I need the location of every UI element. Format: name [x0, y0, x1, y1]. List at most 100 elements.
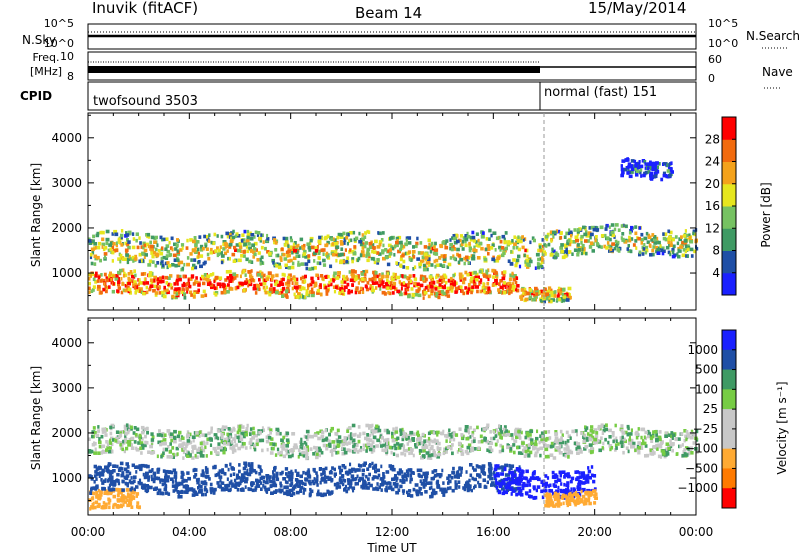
power-scatter-cell [174, 287, 178, 291]
power-scatter-cell [462, 236, 466, 240]
vel-scatter-cell [255, 478, 259, 483]
vel-scatter-cell [341, 442, 346, 447]
vel-scatter-cell [386, 482, 389, 486]
power-scatter-cell [377, 283, 382, 288]
vel-scatter-cell [236, 430, 240, 435]
power-scatter-cell [146, 290, 149, 295]
power-scatter-cell [597, 244, 601, 249]
vel-scatter-cell [191, 493, 196, 497]
power-scatter-cell [418, 264, 422, 269]
power-scatter-cell [603, 244, 607, 249]
power-scatter-cell [417, 251, 421, 255]
vel-scatter-cell [338, 478, 343, 482]
vel-scatter-cell [478, 483, 482, 487]
vel-scatter-cell [112, 438, 114, 442]
vel-scatter-cell [275, 474, 279, 478]
power-scatter-cell [368, 277, 372, 282]
power-scatter-cell [627, 244, 630, 248]
vel-scatter-cell [567, 434, 571, 438]
vel-scatter-cell [436, 455, 440, 459]
vel-scatter-cell [287, 454, 292, 459]
vel-scatter-cell [455, 473, 459, 477]
vel-scatter-cell [274, 453, 278, 457]
vel-scatter-cell [307, 479, 311, 484]
noise-tick-low-right: 10^0 [708, 37, 738, 50]
power-scatter-cell [351, 278, 355, 283]
vel-scatter-cell [500, 430, 503, 434]
vel-scatter-cell [217, 484, 222, 489]
vel-scatter-cell [237, 428, 242, 432]
power-scatter-cell [481, 231, 485, 235]
vel-scatter-cell [250, 481, 254, 485]
vel-scatter-cell [178, 430, 182, 435]
power-scatter-cell [553, 294, 557, 298]
power-scatter-cell [295, 295, 300, 299]
power-scatter-cell [488, 289, 492, 294]
power-scatter-cell [611, 233, 616, 238]
vel-scatter-cell [89, 507, 92, 511]
power-scatter-cell [134, 283, 138, 287]
station-title: Inuvik (fitACF) [92, 0, 198, 17]
power-scatter-cell [378, 252, 382, 256]
vel-scatter-cell [186, 471, 190, 475]
vel-scatter-cell [164, 475, 167, 480]
power-scatter-cell [453, 283, 457, 287]
power-scatter-cell [616, 248, 621, 252]
vel-scatter-cell [255, 480, 258, 485]
vel-scatter-cell [292, 491, 296, 496]
power-scatter-cell [464, 243, 468, 248]
power-scatter-cell [186, 262, 190, 267]
power-scatter-cell [503, 240, 508, 244]
power-scatter-cell [151, 260, 155, 264]
vel-scatter-cell [163, 487, 168, 492]
power-scatter-cell [270, 274, 275, 278]
vel-scatter-cell [262, 479, 266, 484]
vel-scatter-cell [228, 481, 232, 485]
vel-scatter-cell [253, 447, 257, 452]
vel-scatter-cell [676, 452, 679, 456]
power-scatter-cell [657, 240, 661, 245]
power-scatter-cell [591, 249, 595, 253]
vel-scatter-cell [110, 442, 114, 447]
vel-scatter-cell [549, 444, 553, 449]
vel-scatter-cell [347, 481, 350, 486]
power-scatter-cell [119, 253, 123, 258]
power-scatter-cell [639, 168, 643, 172]
power-scatter-cell [559, 291, 563, 295]
vel-scatter-cell [112, 503, 115, 507]
vel-scatter-cell [174, 478, 177, 483]
power-scatter-cell [641, 159, 646, 163]
power-scatter-cell [430, 263, 434, 267]
power-scatter-cell [632, 243, 636, 247]
power-scatter-cell [373, 277, 377, 281]
vel-scatter-cell [630, 428, 633, 432]
power-scatter-cell [542, 290, 545, 295]
vel-scatter-cell [261, 438, 265, 443]
power-scatter-cell [379, 280, 382, 284]
vel-scatter-cell [126, 430, 130, 435]
power-scatter-cell [295, 250, 299, 254]
power-scatter-cell [154, 263, 158, 268]
power-scatter-cell [190, 258, 193, 262]
power-scatter-cell [242, 254, 246, 258]
vel-scatter-cell [211, 488, 216, 493]
power-scatter-cell [148, 271, 153, 275]
power-scatter-cell [428, 263, 431, 267]
vel-scatter-cell [226, 442, 230, 446]
vel-scatter-cell [229, 442, 234, 447]
power-scatter-cell [241, 233, 245, 237]
vel-scatter-cell [504, 473, 508, 477]
vel-scatter-cell [465, 470, 468, 474]
vel-scatter-cell [445, 434, 449, 439]
power-scatter-cell [439, 275, 444, 280]
vel-scatter-cell [396, 471, 401, 475]
power-scatter-cell [346, 241, 349, 246]
vel-scatter-cell [584, 428, 588, 432]
power-scatter-cell [103, 252, 108, 256]
vel-scatter-cell [234, 443, 239, 447]
power-scatter-cell [253, 252, 257, 257]
power-scatter-cell [388, 291, 392, 296]
power-scatter-cell [547, 286, 552, 290]
vel-scatter-cell [510, 433, 514, 437]
vel-scatter-cell [365, 486, 369, 490]
